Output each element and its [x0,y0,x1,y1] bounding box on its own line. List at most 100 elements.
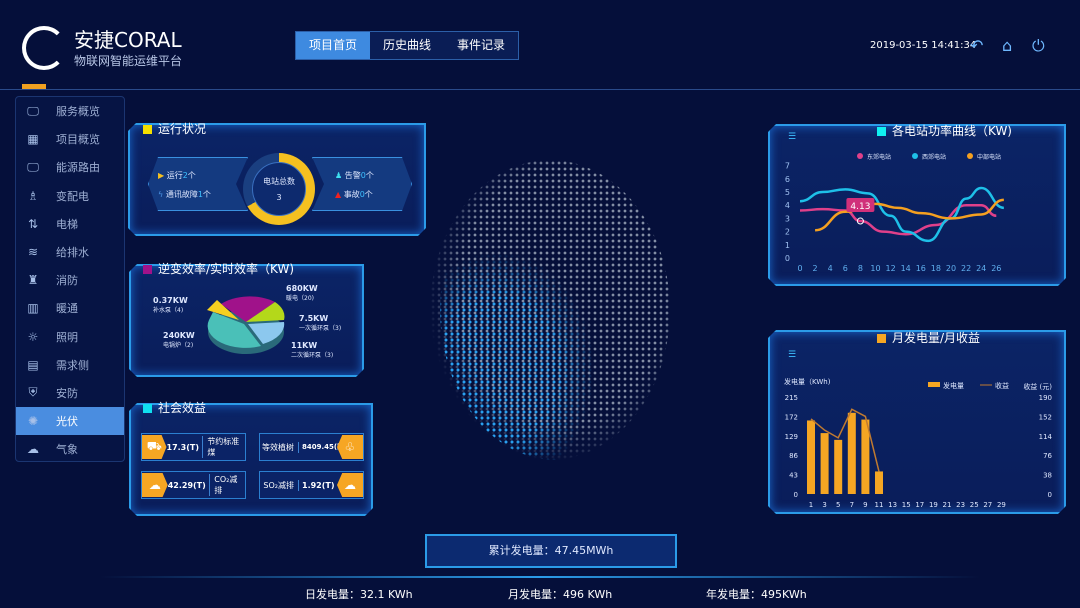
tower-icon: ♗ [27,188,39,203]
co2-tile: ☁ 42.29(T) CO₂减排 [141,471,246,499]
y-tick-label: 7 [785,162,790,171]
datetime: 2019-03-15 14:41:34 [870,40,977,51]
x-tick-label: 15 [902,501,911,509]
label-heating: 680KW 暖电（20) [286,284,318,302]
tab-history[interactable]: 历史曲线 [383,38,432,52]
x-tick-label: 24 [976,264,986,273]
sidebar-item[interactable]: 🖵 能源路由 [16,153,124,181]
power-icon[interactable]: ⏻ [1032,36,1045,55]
pie-slice-primary-pump [246,302,284,322]
y-tick-label: 215 [785,394,798,402]
monthly-title: 月发电量/月收益 [877,331,980,345]
list-icon[interactable]: ☰ [788,132,797,142]
brand-subtitle: 物联网智能运维平台 [74,54,183,68]
pie-slice-makeup-pump [207,300,239,320]
x-tick-label: 6 [843,264,848,273]
sidebar-item[interactable]: ☼ 照明 [16,323,124,351]
legend-label: 发电量 [943,381,964,390]
x-tick-label: 9 [863,501,867,509]
bar [875,471,883,494]
monthly-generation: 月发电量：496 KWh [508,588,613,601]
social-title-text: 社会效益 [158,401,207,415]
sidebar-item-label: 气象 [56,443,78,457]
sidebar-item[interactable]: ☁ 气象 [16,435,124,463]
power-curve-panel: ☰ 0 1 2 3 4 5 6 7 0 2 4 6 8 10 12 14 16 18 20 22 24 26 东郊电站 西郊电… [768,124,1066,286]
accident-count: ▲ 事故0个 [335,190,373,199]
water-icon: ≋ [27,245,39,260]
legend-label: 东郊电站 [867,153,891,161]
sidebar-item-label: 需求侧 [56,358,89,372]
bar [861,420,869,494]
x-tick-label: 21 [943,501,952,509]
legend-label: 西郊电站 [922,153,946,161]
y-tick-label: 1 [785,241,790,250]
elevator-icon: ⇅ [27,216,39,231]
legend-marker [967,153,973,159]
sidebar-item[interactable]: ♗ 变配电 [16,182,124,210]
sidebar-item[interactable]: ⇅ 电梯 [16,210,124,238]
y2-tick-label: 114 [1039,433,1053,441]
sidebar: 🖵 服务概览 ▦ 项目概览 🖵 能源路由 ♗ 变配电 ⇅ 电梯 ≋ 给排水 ♜ 消防 ▥ 暖通 ☼ 照明 ▤ 需求侧 ⛨… [15,96,125,462]
bar [807,420,815,494]
revenue-line [811,409,879,471]
label-makeup-pump: 0.37KW 补水泵（4) [153,296,188,314]
tooltip-box [846,198,874,212]
y-tick-label: 6 [785,175,790,184]
sidebar-item-label: 能源路由 [56,161,100,175]
x-tick-label: 18 [931,264,941,273]
logo-icon [22,26,66,70]
label-boiler: 240KW 电锅炉（2) [163,331,195,349]
y-tick-label: 3 [785,214,790,223]
sidebar-item[interactable]: 🖵 服务概览 [16,97,124,125]
header-accent [22,84,46,89]
alarm-count: ♟ 告警0个 [335,171,374,180]
back-icon[interactable]: ↶ [970,36,984,55]
status-title: 运行状况 [143,122,206,136]
tree-tile: 等效植树 8409.45(颗) ♧ [259,433,364,461]
cloud-down-icon: ☁ [142,473,168,497]
y2-tick-label: 0 [1048,491,1052,499]
monitor-icon: 🖵 [27,159,39,174]
y-tick-label: 4 [785,201,790,210]
x-tick-label: 10 [870,264,880,273]
x-tick-label: 7 [850,501,854,509]
bulb-icon: ☼ [27,329,39,344]
x-tick-label: 22 [961,264,971,273]
home-icon[interactable]: ⌂ [1002,36,1013,55]
status-left-box [148,157,248,211]
social-title: 社会效益 [143,401,206,415]
main-nav: 项目首页 历史曲线 事件记录 [295,31,520,60]
monthly-chart: 发电量（KWh)收益 (元)发电量 收益043861291722150387611… [770,332,1068,516]
x-tick-label: 26 [991,264,1001,273]
x-tick-label: 5 [836,501,840,509]
radiator-icon: ▥ [27,301,39,316]
grid-icon: ▦ [27,132,39,147]
sidebar-item[interactable]: ▦ 项目概览 [16,125,124,153]
sidebar-item[interactable]: ⛨ 安防 [16,379,124,407]
legend-label: 中部电站 [977,153,1001,161]
y-tick-label: 172 [785,413,798,421]
tab-home[interactable]: 项目首页 [296,32,371,59]
power-curve-title: 各电站功率曲线（KW) [877,124,1012,138]
x-tick-label: 27 [983,501,992,509]
sidebar-item[interactable]: ▤ 需求侧 [16,351,124,379]
y2-tick-label: 152 [1039,413,1052,421]
sidebar-item-label: 给排水 [56,246,89,260]
sidebar-item[interactable]: ♜ 消防 [16,266,124,294]
x-tick-label: 16 [916,264,926,273]
tooltip-point [857,218,863,224]
y-tick-label: 86 [789,452,798,460]
sidebar-item[interactable]: ▥ 暖通 [16,294,124,322]
legend-marker [912,153,918,159]
sidebar-item-label: 变配电 [56,189,89,203]
sidebar-item[interactable]: ✺ 光伏 [16,407,124,436]
sidebar-item[interactable]: ≋ 给排水 [16,238,124,266]
list-icon[interactable]: ☰ [788,350,797,360]
y2-tick-label: 76 [1043,452,1052,460]
running-count: ▶ 运行2个 [158,171,196,180]
tree-icon: ♧ [337,435,363,459]
sidebar-item-label: 电梯 [56,217,78,231]
tab-events[interactable]: 事件记录 [457,38,506,52]
x-tick-label: 3 [822,501,826,509]
x-tick-label: 4 [828,264,833,273]
